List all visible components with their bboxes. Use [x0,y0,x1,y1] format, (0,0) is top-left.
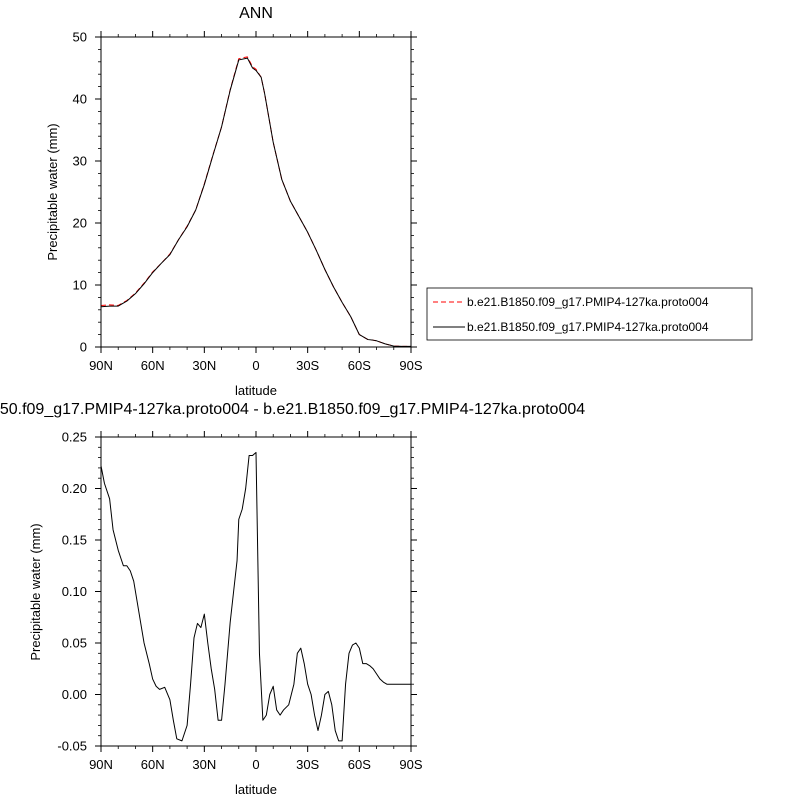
legend-box [426,287,753,341]
top-chart-frame [100,36,412,348]
x-tick-label: 30N [192,358,216,373]
x-tick-label: 30S [296,757,319,772]
bottom-chart-frame [100,436,412,747]
top-chart-curves [100,56,411,347]
y-tick-label: 50 [73,30,87,45]
x-tick-label: 60N [141,757,165,772]
x-tick-label: 0 [252,358,259,373]
bottom-chart: b.e21.B1850.f09_g17.PMIP4-127ka.proto004… [0,401,585,797]
y-tick-label: 0.20 [62,481,87,496]
bottom-chart-ylabel: Precipitable water (mm) [28,523,43,660]
x-tick-label: 30S [296,358,319,373]
x-tick-label: 90N [89,757,113,772]
y-tick-label: 0.00 [62,687,87,702]
y-tick-label: 0.25 [62,430,87,445]
series-line-1 [100,56,411,347]
top-chart-legend: b.e21.B1850.f09_g17.PMIP4-127ka.proto004… [426,287,753,341]
bottom-chart-axes: 90N 60N 30N 0 30S 60S 90S -0.05 0.00 0.05 0.10 0.15… [57,430,423,773]
bottom-chart-title: b.e21.B1850.f09_g17.PMIP4-127ka.proto004… [0,401,585,418]
x-tick-label: 60N [141,358,165,373]
x-tick-label: 60S [348,757,371,772]
top-chart-title: ANN [239,5,273,22]
x-tick-label: 0 [252,757,259,772]
x-tick-label: 90S [399,757,422,772]
y-tick-label: 0.10 [62,584,87,599]
bottom-chart-xlabel: latitude [235,782,277,797]
x-tick-label: 60S [348,358,371,373]
top-chart-axes: 90N 60N 30N 0 30S 60S 90S 0 10 20 30 40 50 [73,30,423,374]
x-tick-label: 90N [89,358,113,373]
y-tick-label: 0.15 [62,533,87,548]
x-tick-label: 90S [399,358,422,373]
series-line-2 [100,57,411,347]
legend-label-series-1: b.e21.B1850.f09_g17.PMIP4-127ka.proto004 [467,295,709,309]
y-tick-label: 40 [73,92,87,107]
bottom-chart-curves [100,451,411,742]
top-chart-ylabel: Precipitable water (mm) [45,123,60,260]
top-chart: ANN 90N 60N 30N 0 30S 60S 90S 0 10 20 30 40 50 latit… [45,5,753,398]
y-tick-label: 20 [73,216,87,231]
y-tick-label: 30 [73,154,87,169]
y-tick-label: 10 [73,278,87,293]
y-tick-label: -0.05 [57,739,87,754]
x-tick-label: 30N [192,757,216,772]
top-chart-xlabel: latitude [235,383,277,398]
legend-label-series-2: b.e21.B1850.f09_g17.PMIP4-127ka.proto004 [467,320,709,334]
series-line-1 [100,451,411,742]
y-tick-label: 0 [80,340,87,355]
y-tick-label: 0.05 [62,636,87,651]
